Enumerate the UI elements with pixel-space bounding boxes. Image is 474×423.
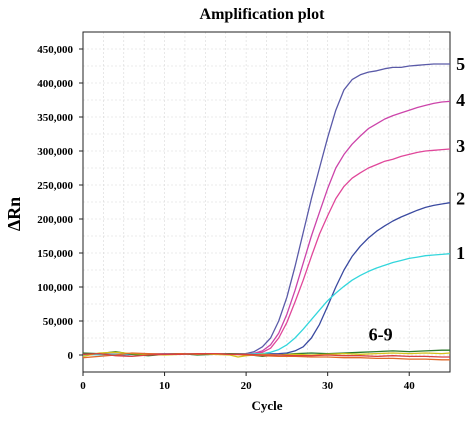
curve-labels: 5 4 3 2 1 6-9 xyxy=(369,54,465,345)
y-tick-label: 300,000 xyxy=(37,146,73,158)
y-axis-title: ΔRn xyxy=(4,197,24,231)
x-tick-label: 40 xyxy=(404,380,416,392)
y-tick-label: 150,000 xyxy=(37,248,73,260)
chart-title: Amplification plot xyxy=(200,6,326,23)
series-line-9 xyxy=(82,352,450,358)
series-line-5 xyxy=(82,63,450,355)
series-line-3 xyxy=(83,148,451,355)
x-tick-label: 30 xyxy=(322,380,334,392)
series-line-1 xyxy=(82,253,451,356)
y-tick-label: 350,000 xyxy=(37,112,73,124)
y-tick-label: 50,000 xyxy=(43,316,74,328)
series-line-7 xyxy=(82,351,451,358)
series-line-8 xyxy=(82,352,450,361)
y-tick-label: 100,000 xyxy=(37,282,73,294)
curve-label-5: 5 xyxy=(456,54,465,74)
x-tick-label: 10 xyxy=(159,380,171,392)
y-tick-label: 250,000 xyxy=(37,180,73,192)
series-group xyxy=(82,63,451,361)
plot-frame xyxy=(82,31,451,373)
y-tick-label: 0 xyxy=(68,350,74,362)
curve-label-4: 4 xyxy=(456,90,465,110)
x-axis-title: Cycle xyxy=(251,398,282,413)
y-tick-label: 200,000 xyxy=(37,214,73,226)
axis-ticks: 0 50,000 100,000 150,000 200,000 250,000 300,0… xyxy=(37,44,415,392)
x-tick-label: 0 xyxy=(80,380,86,392)
curve-label-6-9: 6-9 xyxy=(369,325,393,345)
curve-label-1: 1 xyxy=(456,243,465,263)
grid-lines xyxy=(82,31,451,373)
x-tick-label: 20 xyxy=(241,380,253,392)
y-tick-label: 450,000 xyxy=(37,44,73,56)
y-tick-label: 400,000 xyxy=(37,78,73,90)
curve-label-3: 3 xyxy=(456,136,465,156)
curve-label-2: 2 xyxy=(456,189,465,209)
